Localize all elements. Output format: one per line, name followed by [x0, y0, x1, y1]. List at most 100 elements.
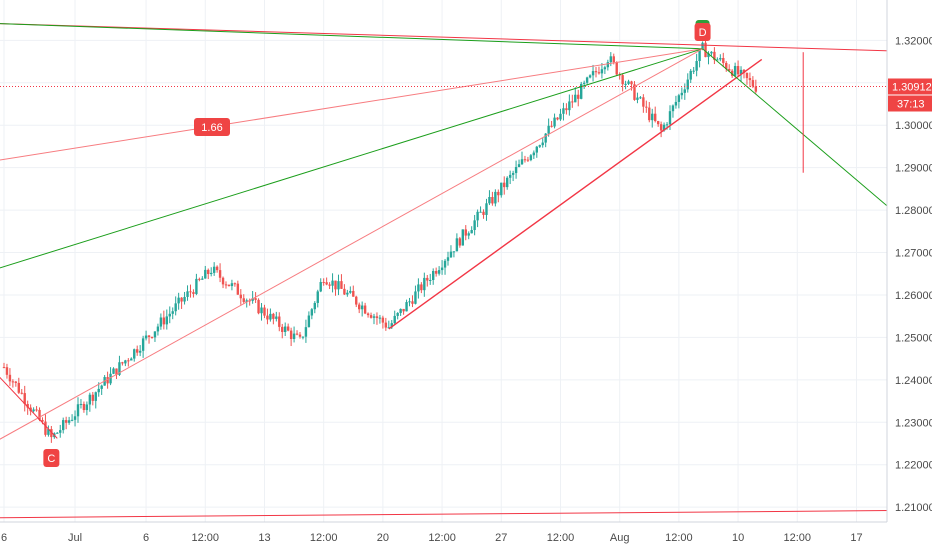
- candle-body: [695, 61, 698, 71]
- candle-body: [284, 326, 287, 332]
- pattern-d-label-text: D: [699, 27, 707, 39]
- ratio-label: 1.66: [194, 118, 230, 136]
- candle-body: [150, 336, 154, 338]
- candle-body: [544, 133, 547, 143]
- candle-body: [683, 89, 686, 93]
- candle-body: [455, 238, 459, 252]
- candle-body: [298, 334, 302, 337]
- candle-body: [577, 94, 580, 99]
- candle-body: [195, 278, 198, 294]
- pattern-d-label-box: [694, 23, 711, 41]
- candle-body: [112, 368, 115, 374]
- candle-body: [159, 317, 163, 327]
- candle-body: [76, 404, 80, 417]
- y-tick-label: 1.29000: [895, 163, 932, 175]
- candle-body: [497, 191, 500, 196]
- candle-body: [606, 62, 610, 68]
- candle-body: [491, 197, 494, 204]
- candle-body: [476, 211, 479, 221]
- candle-body: [754, 86, 758, 92]
- x-tick-label: 12:00: [192, 532, 220, 544]
- x-axis-bg: [0, 522, 932, 550]
- trend-line-red: [0, 23, 893, 52]
- candle-body: [35, 409, 38, 411]
- candle-body: [281, 326, 284, 332]
- candle-body: [535, 146, 538, 153]
- candle-body: [319, 282, 322, 292]
- candle-body: [153, 331, 157, 338]
- candle-body: [574, 94, 577, 103]
- candle-body: [559, 113, 562, 120]
- x-tick-label: 13: [258, 532, 270, 544]
- candle-body: [603, 67, 607, 70]
- candle-body: [269, 313, 272, 320]
- candle-body: [41, 419, 44, 422]
- candle-body: [588, 75, 592, 78]
- candle-body: [363, 305, 367, 314]
- candle-body: [651, 113, 654, 121]
- candle-body: [470, 229, 473, 234]
- candle-body: [130, 358, 133, 361]
- y-tick-label: 1.25000: [895, 332, 932, 344]
- candle-body: [568, 101, 571, 111]
- candle-body: [221, 277, 225, 285]
- candle-body: [411, 301, 414, 304]
- candle-body: [636, 97, 639, 100]
- candle-body: [615, 62, 618, 75]
- trend-line-red: [0, 48, 703, 440]
- candle-body: [384, 322, 388, 328]
- last-price-badge: [888, 78, 932, 95]
- y-tick-label: 1.22000: [895, 460, 932, 472]
- candle-body: [429, 279, 432, 281]
- candle-body: [198, 278, 201, 280]
- candle-body: [417, 284, 420, 292]
- candle-body: [121, 362, 124, 364]
- candle-body: [275, 316, 278, 319]
- candle-body: [147, 335, 151, 337]
- candle-body: [20, 392, 23, 394]
- x-tick-label: Jul: [68, 532, 82, 544]
- candle-body: [434, 271, 438, 274]
- candle-body: [597, 72, 601, 74]
- x-tick-label: 12:00: [665, 532, 693, 544]
- candle-body: [360, 305, 364, 310]
- candle-body: [316, 291, 319, 303]
- pattern-c-label-box: [43, 449, 60, 467]
- candle-body: [23, 393, 26, 405]
- candle-body: [479, 211, 482, 213]
- candle-body: [233, 283, 237, 285]
- candle-body: [423, 277, 426, 291]
- candle-body: [458, 238, 462, 246]
- candles: [2, 36, 758, 443]
- y-tick-label: 1.26000: [895, 290, 932, 302]
- candle-body: [168, 313, 171, 317]
- candle-body: [503, 182, 506, 188]
- candle-body: [748, 78, 752, 81]
- candle-body: [722, 57, 725, 63]
- candle-body: [230, 283, 234, 287]
- drawing-lines: [0, 23, 893, 519]
- candle-body: [127, 360, 130, 362]
- candle-body: [260, 307, 263, 314]
- pattern-d-label: D: [694, 23, 711, 41]
- candle-body: [562, 108, 565, 114]
- candle-body: [642, 97, 645, 107]
- candle-body: [612, 56, 615, 63]
- candle-body: [91, 394, 94, 401]
- candle-body: [654, 113, 657, 122]
- candle-body: [212, 266, 216, 273]
- candle-body: [73, 416, 77, 420]
- candle-body: [745, 72, 749, 79]
- candle-body: [674, 101, 678, 106]
- last-price-text: 1.30912: [892, 81, 932, 93]
- candle-body: [742, 69, 746, 73]
- trend-line-green: [702, 48, 893, 211]
- candle-body: [547, 125, 550, 134]
- candle-body: [88, 394, 92, 405]
- candle-body: [437, 270, 441, 274]
- candle-body: [133, 349, 136, 359]
- candle-body: [710, 51, 713, 54]
